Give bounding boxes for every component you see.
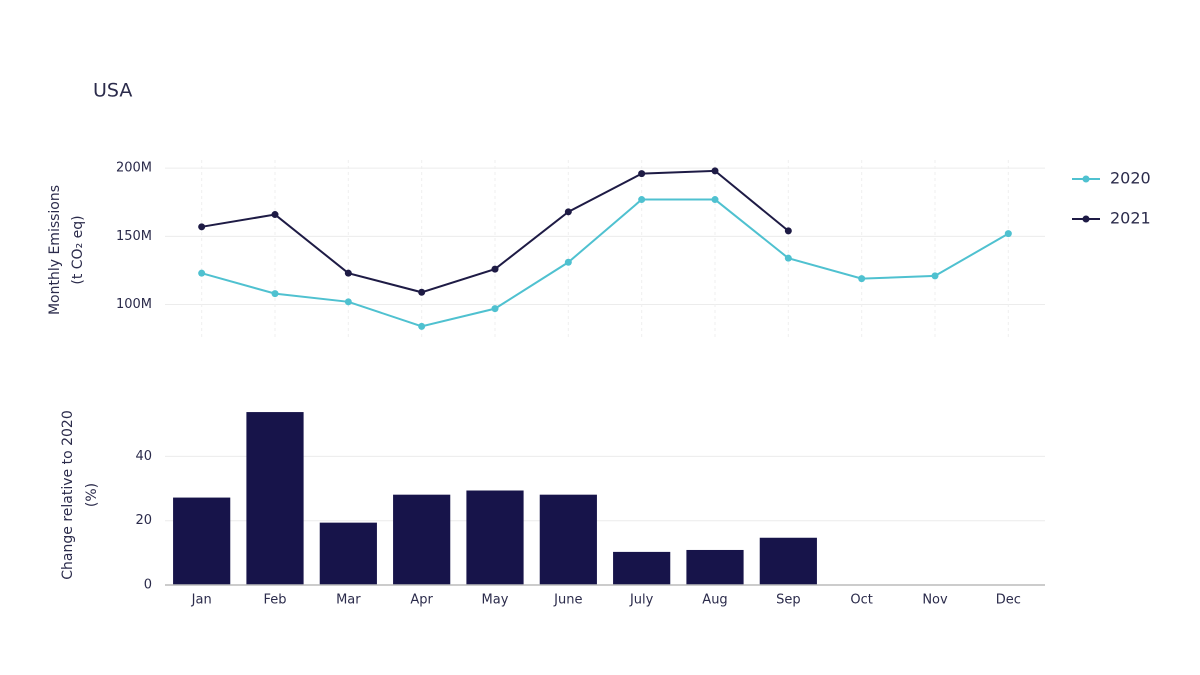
- bar: [686, 549, 744, 585]
- legend-label: 2021: [1110, 209, 1151, 228]
- x-tick-label: Aug: [702, 593, 727, 608]
- point: [271, 290, 279, 298]
- bar: [393, 494, 451, 585]
- point: [564, 258, 572, 266]
- point: [1004, 230, 1012, 238]
- y-axis-label: Monthly Emissions: [47, 185, 63, 315]
- point: [858, 275, 866, 283]
- x-tick-label: Oct: [850, 593, 872, 608]
- y-tick-label: 150M: [116, 229, 152, 244]
- point: [638, 196, 646, 204]
- point: [271, 211, 279, 219]
- point: [711, 167, 719, 175]
- bar: [319, 522, 377, 585]
- point: [638, 170, 646, 178]
- legend-label: 2020: [1110, 169, 1151, 188]
- bar: [759, 537, 817, 585]
- x-tick-label: Feb: [263, 593, 286, 608]
- bar: [246, 412, 304, 585]
- x-tick-label: Dec: [996, 593, 1021, 608]
- y-axis-label: (%): [84, 483, 100, 507]
- point: [491, 305, 499, 313]
- point: [198, 269, 206, 277]
- legend-marker: [1082, 215, 1090, 223]
- point: [344, 298, 352, 306]
- line: [201, 198, 1009, 328]
- x-tick-label: Mar: [336, 593, 361, 608]
- y-tick-label: 200M: [116, 161, 152, 176]
- y-tick-label: 20: [135, 513, 152, 528]
- bar: [173, 497, 231, 585]
- x-tick-label: July: [629, 593, 654, 608]
- x-tick-label: May: [482, 593, 509, 608]
- x-tick-label: Jan: [191, 593, 212, 608]
- y-axis-label: (t CO₂ eq): [70, 215, 86, 284]
- point: [418, 288, 426, 296]
- point: [418, 322, 426, 330]
- point: [344, 269, 352, 277]
- point: [711, 196, 719, 204]
- chart-title: USA: [93, 80, 132, 102]
- y-tick-label: 0: [144, 578, 152, 593]
- x-tick-label: Nov: [922, 593, 948, 608]
- x-tick-label: Apr: [410, 593, 433, 608]
- bar: [613, 551, 671, 585]
- point: [491, 265, 499, 273]
- point: [198, 223, 206, 231]
- y-axis-label: Change relative to 2020: [60, 410, 76, 579]
- bar: [466, 490, 524, 585]
- point: [784, 254, 792, 262]
- x-tick-label: June: [553, 593, 582, 608]
- legend-marker: [1082, 175, 1090, 183]
- y-tick-label: 100M: [116, 297, 152, 312]
- point: [784, 227, 792, 235]
- x-tick-label: Sep: [776, 593, 801, 608]
- y-tick-label: 40: [135, 449, 152, 464]
- point: [931, 272, 939, 280]
- point: [564, 208, 572, 216]
- bar: [539, 494, 597, 585]
